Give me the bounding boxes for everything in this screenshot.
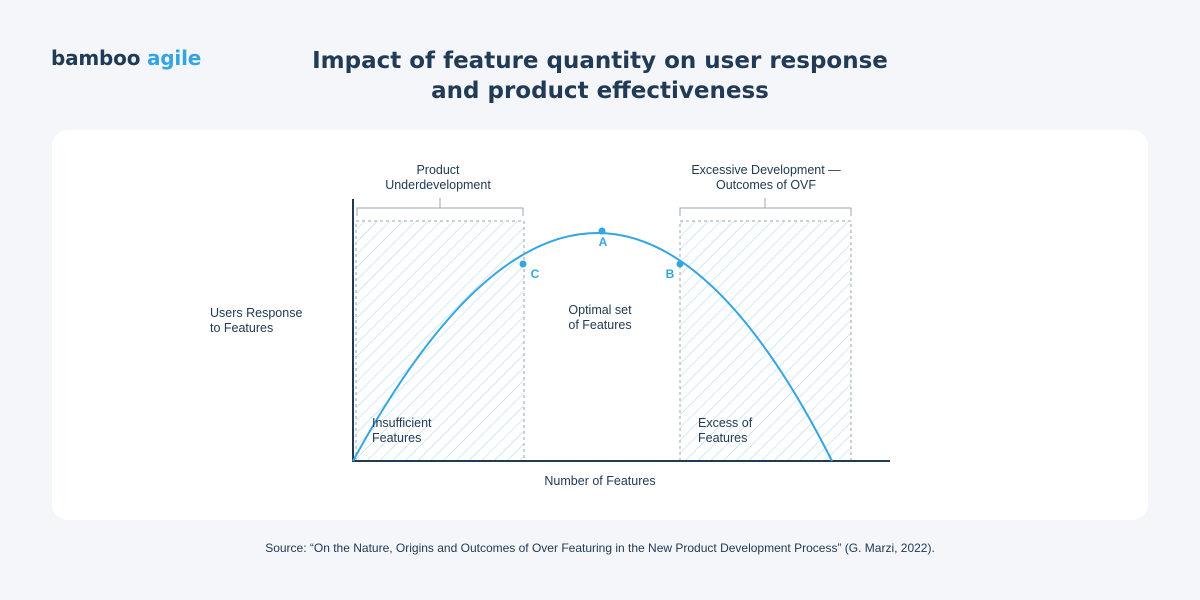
excess-label-1: Excess of <box>698 416 753 430</box>
point-b-label: B <box>666 267 675 281</box>
point-c-label: C <box>531 267 540 281</box>
excess-bracket <box>679 198 852 216</box>
x-axis-label: Number of Features <box>544 474 655 488</box>
excess-zone <box>679 220 852 462</box>
optimal-label-1: Optimal set <box>568 303 632 317</box>
response-curve <box>352 232 833 462</box>
optimal-label-2: of Features <box>568 318 631 332</box>
logo-word-agile: agile <box>147 46 202 70</box>
excess-bracket-label-2: Outcomes of OVF <box>716 178 816 192</box>
brand-logo: bamboo agile <box>51 46 201 70</box>
underdevelopment-label-1: Product <box>416 163 460 177</box>
point-a-marker <box>598 227 606 235</box>
point-a-label: A <box>599 235 608 249</box>
point-b-marker <box>676 260 684 268</box>
underdevelopment-zone <box>355 220 525 462</box>
source-note: Source: “On the Nature, Origins and Outc… <box>265 541 935 555</box>
title-line-1: Impact of feature quantity on user respo… <box>312 48 888 74</box>
y-axis-label-1: Users Response <box>210 306 302 320</box>
insufficient-label-2: Features <box>372 431 421 445</box>
logo-word-bamboo: bamboo <box>51 46 141 70</box>
diagram-card <box>52 130 1148 520</box>
underdevelopment-label-2: Underdevelopment <box>385 178 491 192</box>
excess-bracket-label-1: Excessive Development — <box>691 163 841 177</box>
page-title: Impact of feature quantity on user respo… <box>250 46 950 106</box>
underdevelopment-bracket <box>356 198 524 216</box>
point-c-marker <box>519 260 527 268</box>
title-line-2: and product effectiveness <box>431 78 769 104</box>
y-axis-label-2: to Features <box>210 321 273 335</box>
excess-label-2: Features <box>698 431 747 445</box>
insufficient-label-1: Insufficient <box>372 416 432 430</box>
